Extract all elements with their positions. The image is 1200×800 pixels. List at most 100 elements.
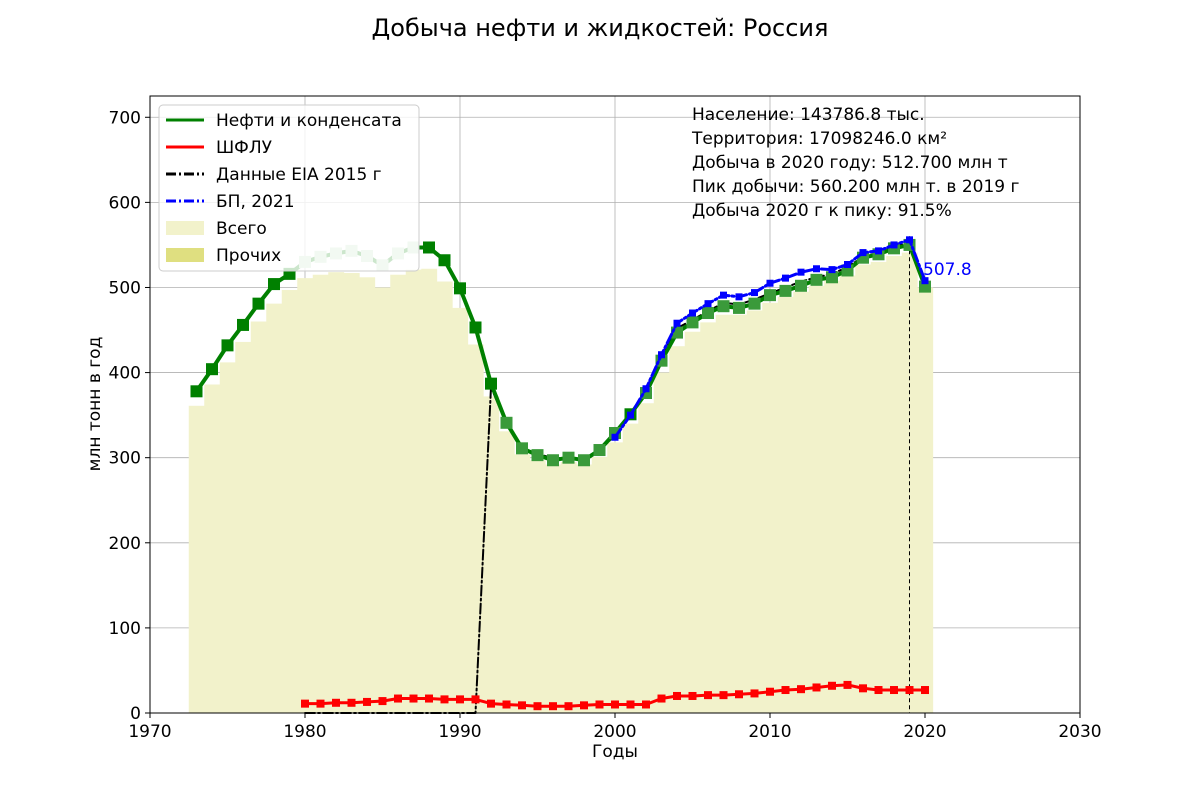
marker-ngl-1981 <box>316 699 325 708</box>
bar-всего-1978 <box>266 303 283 713</box>
bar-всего-1973 <box>188 405 205 713</box>
legend-swatch-5 <box>166 248 204 262</box>
marker-ngl-1993 <box>502 700 511 709</box>
marker-oil-2008 <box>733 301 745 314</box>
marker-oil-1988 <box>423 241 435 254</box>
marker-bp-2004 <box>673 319 681 327</box>
bar-всего-2011 <box>777 296 794 713</box>
marker-ngl-1991 <box>471 695 480 704</box>
end-value-annotation: 507.8 <box>923 260 972 280</box>
marker-bp-2018 <box>890 241 898 249</box>
bar-всего-2004 <box>669 346 686 713</box>
bar-всего-1991 <box>467 344 484 713</box>
x-tick-label: 1980 <box>283 722 326 742</box>
y-tick-label: 200 <box>109 534 141 554</box>
marker-ngl-2004 <box>673 691 681 700</box>
y-axis-label: млн тонн в год <box>85 337 105 472</box>
marker-oil-1976 <box>237 318 249 331</box>
marker-bp-2013 <box>813 265 820 273</box>
bar-всего-1984 <box>359 277 376 713</box>
marker-oil-1991 <box>469 321 482 334</box>
legend-label: БП, 2021 <box>216 192 295 212</box>
marker-bp-2007 <box>720 291 727 299</box>
marker-ngl-1988 <box>425 694 433 703</box>
marker-oil-1993 <box>500 416 513 429</box>
marker-ngl-2006 <box>704 691 712 700</box>
marker-ngl-2020 <box>921 686 929 695</box>
bar-всего-1996 <box>545 464 562 713</box>
marker-ngl-1998 <box>580 701 588 710</box>
legend-label: ШФЛУ <box>216 138 273 158</box>
marker-bp-2002 <box>642 385 650 393</box>
marker-ngl-1989 <box>440 695 449 704</box>
marker-oil-1995 <box>531 449 544 462</box>
marker-bp-2011 <box>782 274 789 282</box>
marker-oil-2005 <box>686 316 699 329</box>
y-tick-label: 300 <box>109 449 141 469</box>
marker-ngl-2005 <box>688 691 697 700</box>
marker-ngl-1990 <box>456 695 464 704</box>
marker-oil-2016 <box>857 251 869 264</box>
bar-всего-1979 <box>281 290 298 713</box>
bar-всего-1975 <box>219 362 236 713</box>
bar-всего-2008 <box>731 314 748 713</box>
info-line: Пик добычи: 560.200 млн т. в 2019 г <box>692 177 1020 197</box>
marker-ngl-2016 <box>859 684 867 693</box>
bar-всего-2006 <box>700 322 717 713</box>
x-tick-label: 2020 <box>903 722 946 742</box>
marker-bp-2012 <box>797 268 805 276</box>
bar-всего-1983 <box>343 273 360 713</box>
bar-всего-2010 <box>762 302 779 713</box>
legend-frame <box>158 104 420 272</box>
marker-bp-2010 <box>766 279 774 287</box>
marker-oil-1998 <box>578 454 590 467</box>
bar-всего-1986 <box>390 274 407 713</box>
bar-всего-2007 <box>715 314 732 713</box>
bar-всего-1997 <box>560 461 577 713</box>
marker-ngl-2013 <box>812 683 821 692</box>
bar-всего-2005 <box>684 331 701 713</box>
marker-oil-1996 <box>547 454 559 467</box>
marker-oil-1999 <box>593 444 606 457</box>
marker-ngl-2010 <box>766 687 774 696</box>
marker-ngl-1986 <box>394 694 402 703</box>
y-tick-label: 400 <box>109 364 141 384</box>
bar-всего-2000 <box>607 442 624 713</box>
marker-bp-2000 <box>611 433 619 441</box>
marker-oil-2009 <box>748 297 761 310</box>
bar-всего-2017 <box>870 261 887 713</box>
marker-ngl-1995 <box>533 702 542 711</box>
bar-всего-1980 <box>297 278 314 713</box>
legend-label: Всего <box>216 219 267 239</box>
bar-всего-2014 <box>824 280 841 713</box>
info-line: Добыча 2020 г к пику: 91.5% <box>692 201 952 221</box>
marker-bp-2015 <box>844 261 851 269</box>
bar-всего-2015 <box>839 275 856 713</box>
bar-всего-1999 <box>591 456 608 713</box>
marker-oil-1978 <box>268 278 280 291</box>
marker-ngl-1987 <box>409 694 418 703</box>
bar-всего-2020 <box>917 287 934 713</box>
bar-всего-1981 <box>312 274 329 713</box>
marker-ngl-1983 <box>347 698 356 707</box>
marker-oil-1973 <box>190 385 203 398</box>
bar-всего-2018 <box>886 255 903 713</box>
bar-всего-1988 <box>421 268 438 713</box>
bar-всего-2002 <box>638 403 655 713</box>
x-tick-label: 2000 <box>593 722 636 742</box>
info-box: Население: 143786.8 тыс. Территория: 1709… <box>691 105 1020 221</box>
marker-ngl-2014 <box>828 681 836 690</box>
marker-ngl-1992 <box>487 699 495 708</box>
marker-bp-2006 <box>704 300 712 308</box>
legend-label: Данные EIA 2015 г <box>216 165 382 185</box>
info-line: Население: 143786.8 тыс. <box>692 105 925 125</box>
bar-всего-2003 <box>653 372 670 713</box>
bar-всего-1998 <box>576 464 593 713</box>
marker-ngl-2017 <box>874 686 883 695</box>
x-tick-label: 2010 <box>748 722 791 742</box>
marker-oil-2012 <box>795 279 807 292</box>
x-tick-label: 1970 <box>128 722 171 742</box>
marker-ngl-2018 <box>890 686 898 695</box>
marker-ngl-2012 <box>797 685 805 694</box>
